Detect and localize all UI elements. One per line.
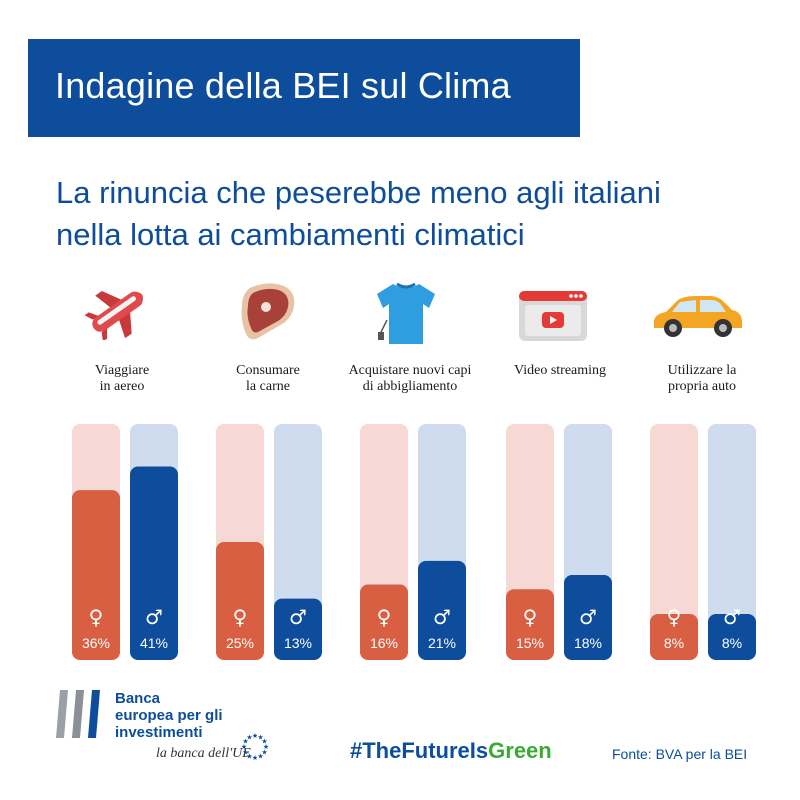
category-label-4: Video streaming [485, 363, 635, 379]
data-label-female-2: 25% [226, 635, 254, 651]
svg-text:★: ★ [257, 753, 263, 761]
bar-track-female-5 [650, 424, 698, 660]
category-label-3: Acquistare nuovi capi di abbigliamento [335, 363, 485, 395]
female-symbol-2: ♀ [233, 605, 248, 629]
airplane-icon [84, 290, 143, 340]
data-label-female-1: 36% [82, 635, 110, 651]
steak-icon [241, 283, 295, 340]
bar-male-4 [564, 575, 612, 660]
data-label-female-4: 15% [516, 635, 544, 651]
title-banner: Indagine della BEI sul Clima [28, 39, 580, 137]
male-symbol-4: ♂ [579, 605, 597, 629]
car-icon [654, 296, 742, 337]
category-label-1: Viaggiare in aereo [47, 363, 197, 395]
tshirt-icon [377, 282, 435, 344]
bar-female-4 [506, 589, 554, 660]
female-symbol-1: ♀ [89, 605, 104, 629]
bei-logo-icon [56, 690, 100, 738]
data-label-female-3: 16% [370, 635, 398, 651]
category-label-5: Utilizzare la propria auto [627, 363, 777, 395]
male-symbol-1: ♂ [145, 605, 163, 629]
data-label-male-4: 18% [574, 635, 602, 651]
logo-text: Banca europea per gli investimenti [115, 690, 223, 741]
data-label-female-5: 8% [664, 635, 684, 651]
svg-text:★: ★ [263, 743, 269, 751]
bar-female-3 [360, 584, 408, 660]
chart-subtitle: La rinuncia che peserebbe meno agli ital… [56, 172, 776, 256]
svg-text:★: ★ [246, 753, 252, 761]
data-label-male-2: 13% [284, 635, 312, 651]
svg-text:★: ★ [242, 738, 248, 746]
bar-male-2 [274, 598, 322, 660]
svg-text:★: ★ [242, 749, 248, 757]
category-label-line: Consumare [236, 363, 300, 378]
svg-text:★: ★ [252, 754, 258, 761]
hashtag: #TheFutureIsGreen [350, 738, 552, 764]
svg-text:★: ★ [252, 732, 258, 740]
bar-track-male-5 [708, 424, 756, 660]
bar-female-1 [72, 490, 120, 660]
bar-female-2 [216, 542, 264, 660]
svg-text:★: ★ [261, 749, 267, 757]
bar-female-5 [650, 614, 698, 660]
page-title: Indagine della BEI sul Clima [55, 65, 511, 106]
bar-male-5 [708, 614, 756, 660]
category-label-line: Video streaming [513, 363, 607, 378]
male-symbol-5: ♂ [723, 605, 741, 629]
subtitle-line-1: La rinuncia che peserebbe meno agli ital… [56, 175, 661, 210]
female-symbol-5: ♀ [667, 605, 682, 629]
hashtag-green: Green [488, 738, 552, 763]
svg-text:★: ★ [246, 733, 252, 741]
eu-stars-icon: ★★★★★★★★★ ★ ★★ [241, 732, 269, 761]
category-label-2: Consumare la carne [193, 363, 343, 395]
svg-text:★: ★ [241, 743, 247, 751]
svg-text:★: ★ [257, 733, 263, 741]
hashtag-main: #TheFutureIs [350, 738, 489, 763]
logo-tagline: la banca dell'UE [156, 746, 251, 761]
category-label-line: di abbigliamento [362, 379, 458, 394]
category-label-line: Viaggiare [94, 363, 150, 378]
svg-text:★: ★ [261, 738, 267, 746]
category-label-line: la carne [246, 379, 290, 394]
male-symbol-2: ♂ [289, 605, 307, 629]
category-label-line: Acquistare nuovi capi [348, 363, 472, 378]
category-label-line: propria auto [667, 379, 737, 394]
female-symbol-3: ♀ [377, 605, 392, 629]
source-note: Fonte: BVA per la BEI [612, 746, 748, 762]
category-label-line: in aereo [99, 379, 145, 394]
video-streaming-icon [519, 291, 587, 341]
category-label-line: Utilizzare la [667, 363, 737, 378]
subtitle-line-2: nella lotta ai cambiamenti climatici [56, 217, 525, 252]
bar-male-3 [418, 560, 466, 660]
data-label-male-3: 21% [428, 635, 456, 651]
logo-line-3: investimenti [115, 724, 203, 741]
male-symbol-3: ♂ [433, 605, 451, 629]
data-label-male-5: 8% [722, 635, 742, 651]
logo-line-2: europea per gli [115, 707, 223, 724]
data-label-male-1: 41% [140, 635, 168, 651]
bar-male-1 [130, 466, 178, 660]
female-symbol-4: ♀ [523, 605, 538, 629]
logo-line-1: Banca [115, 690, 161, 707]
